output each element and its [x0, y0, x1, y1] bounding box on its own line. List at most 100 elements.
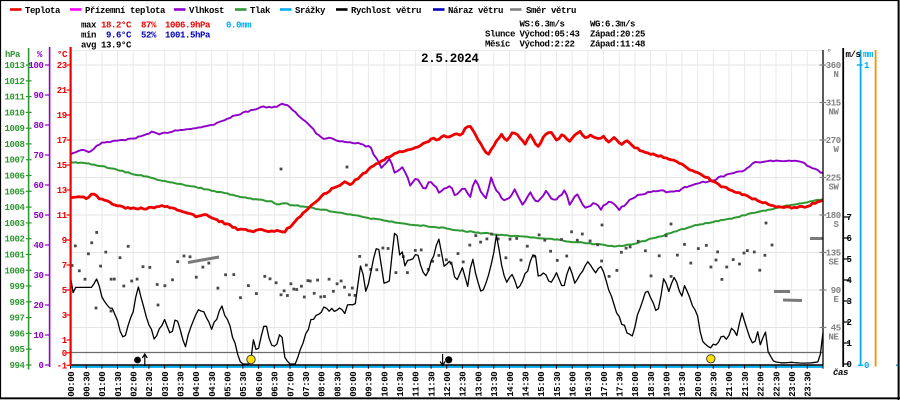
svg-text:06:00: 06:00	[255, 372, 265, 397]
svg-text:16:00: 16:00	[569, 372, 579, 397]
svg-text:02:00: 02:00	[130, 372, 140, 397]
svg-text:0: 0	[38, 361, 43, 371]
svg-text:1007: 1007	[4, 156, 24, 166]
svg-text:17: 17	[57, 136, 67, 146]
svg-text:11:30: 11:30	[427, 372, 437, 397]
svg-text:994: 994	[9, 361, 25, 371]
svg-text:20:00: 20:00	[694, 372, 704, 397]
svg-text:45: 45	[831, 324, 841, 334]
svg-text:2.5.2024: 2.5.2024	[421, 52, 479, 66]
svg-text:W: W	[833, 145, 839, 155]
svg-text:00:00: 00:00	[67, 372, 77, 397]
svg-text:09:30: 09:30	[365, 372, 375, 397]
svg-text:01:00: 01:00	[98, 372, 108, 397]
svg-text:1: 1	[62, 336, 68, 346]
svg-text:07:30: 07:30	[302, 372, 312, 397]
svg-text:20: 20	[33, 301, 43, 311]
svg-text:05:30: 05:30	[239, 372, 249, 397]
svg-text:87%: 87%	[141, 21, 157, 31]
svg-text:°: °	[827, 48, 832, 58]
svg-text:Tlak: Tlak	[250, 6, 271, 16]
svg-text:20:30: 20:30	[710, 372, 720, 397]
svg-text:5: 5	[62, 286, 67, 296]
svg-text:135: 135	[826, 249, 841, 259]
svg-text:22:00: 22:00	[757, 372, 767, 397]
svg-text:01:30: 01:30	[114, 372, 124, 397]
svg-text:1006.9hPa: 1006.9hPa	[165, 21, 211, 31]
svg-text:13: 13	[57, 186, 67, 196]
svg-text:180: 180	[826, 211, 841, 221]
svg-text:1011: 1011	[4, 93, 25, 103]
svg-text:50: 50	[33, 211, 43, 221]
svg-text:14:30: 14:30	[521, 372, 531, 397]
svg-text:23: 23	[57, 61, 67, 71]
svg-text:02:30: 02:30	[145, 372, 155, 397]
svg-text:Západ:11:48: Západ:11:48	[590, 40, 645, 50]
svg-text:SW: SW	[828, 183, 839, 193]
svg-text:09:00: 09:00	[349, 372, 359, 397]
svg-text:N: N	[833, 70, 838, 80]
svg-text:21:00: 21:00	[725, 372, 735, 397]
svg-text:1002: 1002	[4, 235, 24, 245]
svg-text:999: 999	[9, 282, 24, 292]
svg-text:°C: °C	[57, 50, 68, 60]
svg-text:min: min	[81, 31, 96, 41]
svg-text:80: 80	[33, 121, 43, 131]
svg-text:Východ:2:22: Východ:2:22	[520, 40, 575, 50]
svg-text:07:00: 07:00	[286, 372, 296, 397]
svg-text:3: 3	[62, 311, 67, 321]
svg-text:30: 30	[33, 271, 43, 281]
svg-text:08:00: 08:00	[318, 372, 328, 397]
svg-text:6: 6	[847, 234, 852, 244]
svg-text:avg: avg	[81, 41, 96, 51]
svg-text:360: 360	[826, 61, 841, 71]
svg-text:mm: mm	[863, 50, 874, 60]
svg-text:21: 21	[57, 86, 68, 96]
svg-text:1005: 1005	[4, 187, 24, 197]
svg-text:05:00: 05:00	[224, 372, 234, 397]
svg-text:12:00: 12:00	[443, 372, 453, 397]
svg-text:7: 7	[62, 261, 67, 271]
svg-text:9.6°C: 9.6°C	[106, 31, 132, 41]
svg-text:1001: 1001	[4, 250, 25, 260]
svg-text:11: 11	[57, 211, 68, 221]
svg-text:19: 19	[57, 111, 67, 121]
svg-text:996: 996	[9, 329, 24, 339]
svg-text:Měsíc: Měsíc	[485, 40, 510, 50]
svg-text:Směr větru: Směr větru	[526, 6, 576, 16]
svg-text:315: 315	[826, 99, 841, 109]
svg-text:9: 9	[62, 236, 67, 246]
svg-text:14:00: 14:00	[506, 372, 516, 397]
svg-text:Náraz větru: Náraz větru	[448, 6, 503, 16]
svg-text:1000: 1000	[4, 266, 24, 276]
svg-text:NW: NW	[828, 108, 839, 118]
svg-text:10: 10	[33, 331, 43, 341]
svg-text:22:30: 22:30	[772, 372, 782, 397]
svg-text:0.0mm: 0.0mm	[226, 21, 252, 31]
svg-text:04:30: 04:30	[208, 372, 218, 397]
svg-text:10:00: 10:00	[380, 372, 390, 397]
svg-text:10:30: 10:30	[396, 372, 406, 397]
svg-text:15:30: 15:30	[553, 372, 563, 397]
svg-text:3: 3	[847, 297, 852, 307]
svg-text:2: 2	[847, 318, 852, 328]
svg-text:1004: 1004	[4, 203, 25, 213]
svg-text:23:30: 23:30	[804, 372, 814, 397]
svg-text:0: 0	[847, 360, 852, 370]
svg-text:18.2°C: 18.2°C	[101, 21, 132, 31]
svg-text:4: 4	[847, 276, 853, 286]
svg-text:19:00: 19:00	[663, 372, 673, 397]
svg-text:%: %	[37, 50, 43, 60]
svg-text:23:00: 23:00	[788, 372, 798, 397]
svg-text:997: 997	[9, 314, 24, 324]
svg-text:Srážky: Srážky	[295, 6, 326, 16]
svg-text:m/s: m/s	[846, 50, 861, 60]
svg-text:Rychlost větru: Rychlost větru	[351, 6, 421, 16]
svg-text:270: 270	[826, 136, 841, 146]
svg-text:1006: 1006	[4, 172, 24, 182]
svg-text:WG:6.3m/s: WG:6.3m/s	[590, 20, 635, 30]
svg-text:-1: -1	[57, 361, 68, 371]
svg-text:225: 225	[826, 174, 841, 184]
svg-text:03:30: 03:30	[177, 372, 187, 397]
svg-text:Východ:05:43: Východ:05:43	[520, 30, 580, 40]
